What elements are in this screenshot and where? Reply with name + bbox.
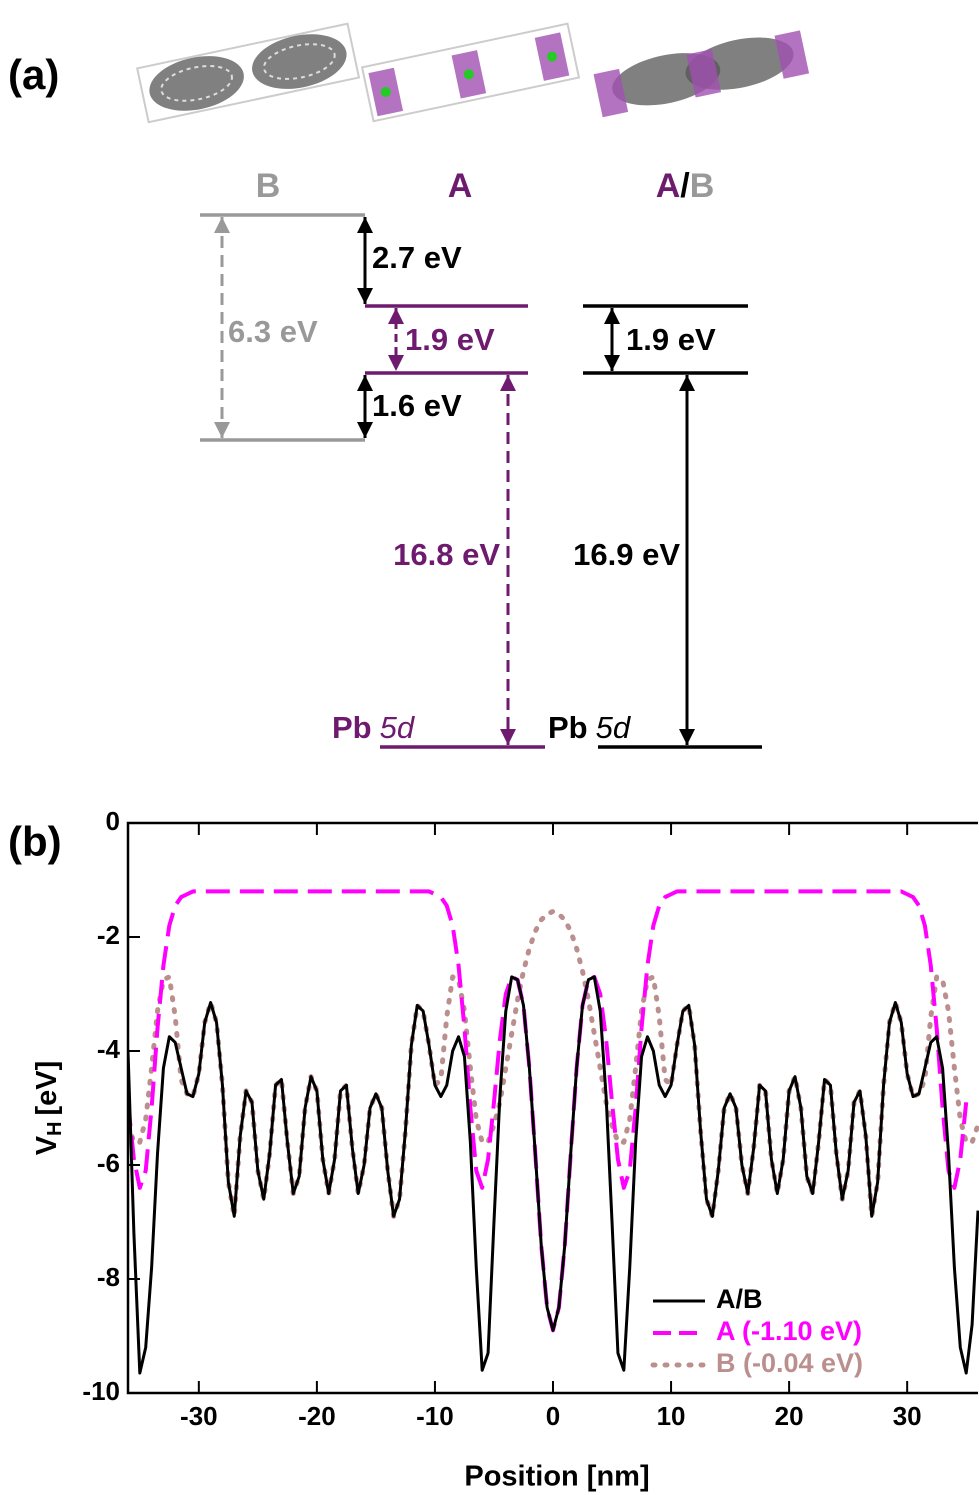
energy-levels [200,213,762,749]
panel-label: (a) [8,51,59,98]
y-label-sub: H [44,1122,66,1136]
x-tick-label: -30 [180,1401,218,1431]
y-tick-label: -10 [82,1376,120,1406]
x-tick-label: -20 [298,1401,336,1431]
y-tick-label: 0 [106,806,120,836]
y-tick-label: -8 [97,1262,120,1292]
gap-label: 6.3 eV [228,314,318,349]
x-tick-label: -10 [416,1401,454,1431]
plot-area: -30 -20 -10 0 10 20 30 0 -2 -4 -6 -8 -10 A/BA (-1.10 … [82,806,979,1431]
orbital: 5d [596,710,632,745]
x-tick-label: 30 [893,1401,922,1431]
gap-label: 1.9 eV [405,322,495,357]
column-header: B [256,167,281,205]
core-level-label: Pb 5d [548,710,632,745]
x-axis-label: Position [nm] [464,1461,649,1493]
x-tick-label: 20 [775,1401,804,1431]
data-line [128,908,979,1219]
x-tick-label: 0 [546,1401,560,1431]
header-part: B [690,167,715,205]
axis-frame [126,821,978,1395]
element: Pb [548,710,588,745]
molecule-illustrations [136,22,810,124]
legend-label: A (-1.10 eV) [716,1316,862,1346]
column-header: A/B [656,167,715,205]
gap-label: 1.6 eV [372,388,462,423]
y-axis-label: VH [eV] [31,1061,67,1156]
data-line [128,975,979,1375]
panel-label: (b) [8,818,62,865]
gap-label: 1.9 eV [626,322,716,357]
gap-label: 16.8 eV [393,537,500,572]
legend-label: B (-0.04 eV) [716,1348,863,1378]
core-level-label: Pb 5d [332,710,416,745]
x-tick-label: 10 [657,1401,686,1431]
gap-arrows [214,217,695,745]
legend: A/BA (-1.10 eV)B (-0.04 eV) [650,1284,863,1378]
legend-label: A/B [716,1284,763,1314]
y-tick-label: -6 [97,1148,120,1178]
y-tick-label: -2 [97,920,120,950]
gap-label: 2.7 eV [372,240,462,275]
y-label-unit: [eV] [31,1061,63,1116]
y-tick-label: -4 [97,1034,121,1064]
header-part: / [680,167,690,205]
gap-label: 16.9 eV [573,537,680,572]
header-part: A [656,167,681,205]
column-header: A [448,167,473,205]
orbital: 5d [380,710,416,745]
y-label-main: V [31,1135,63,1155]
element: Pb [332,710,372,745]
